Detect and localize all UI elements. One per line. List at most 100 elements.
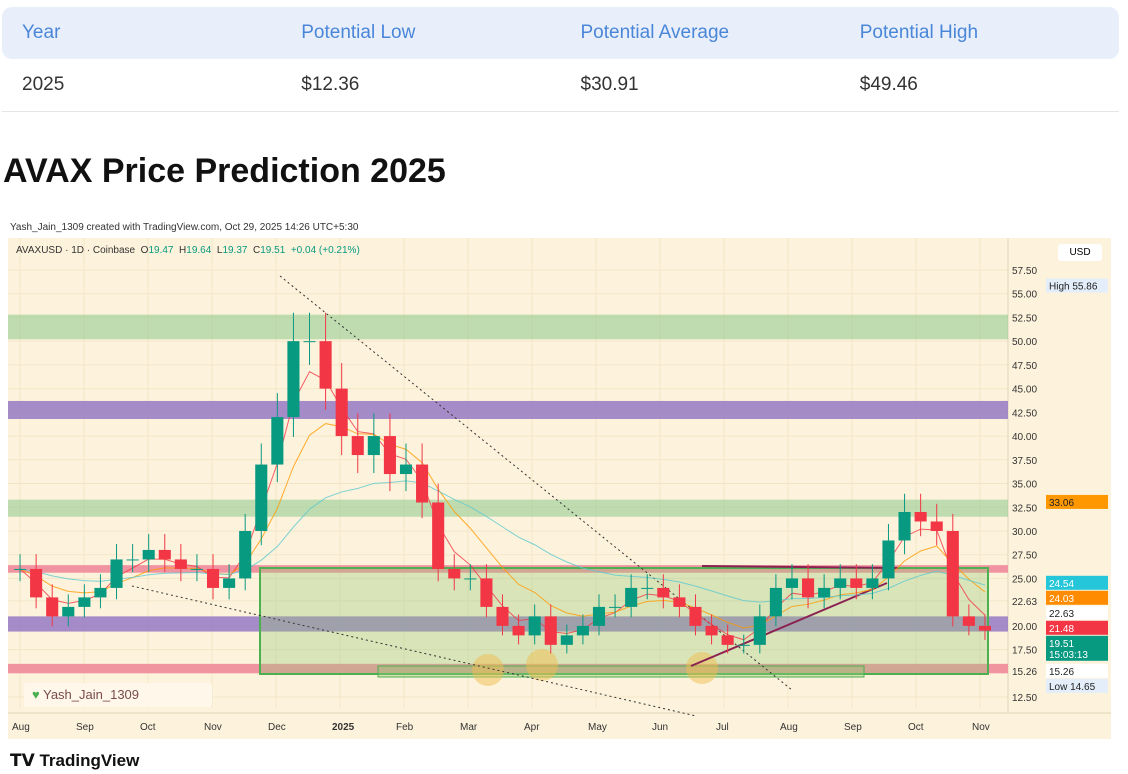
x-tick-label: Oct xyxy=(140,722,156,733)
candle xyxy=(898,511,911,541)
price-label-bg xyxy=(1046,663,1108,678)
candle xyxy=(46,597,59,617)
author-tag: ♥ Yash_Jain_1309 xyxy=(24,683,212,707)
y-tick-label: 50.00 xyxy=(1012,337,1037,348)
y-tick-label: 25.00 xyxy=(1012,574,1037,585)
price-label-value: 14.65 xyxy=(1070,682,1095,693)
candle xyxy=(560,635,573,645)
price-label: 24.03 xyxy=(1049,594,1074,605)
candle xyxy=(94,587,107,598)
candle xyxy=(882,540,895,579)
high: 19.64 xyxy=(186,245,212,256)
candle xyxy=(496,606,509,626)
candle xyxy=(834,578,847,588)
candle xyxy=(512,625,525,636)
x-tick-label: Jul xyxy=(716,722,729,733)
table-row: 2025 $12.36 $30.91 $49.46 xyxy=(2,59,1119,112)
candle xyxy=(367,436,380,456)
x-tick-label: Sep xyxy=(844,722,862,733)
tradingview-logo[interactable]: 𝗧𝗩 TradingView xyxy=(10,751,139,771)
highlight-circle xyxy=(686,652,718,684)
y-tick-label: 37.50 xyxy=(1012,456,1037,467)
candle xyxy=(850,578,863,588)
candle xyxy=(962,616,975,626)
x-tick-label: Nov xyxy=(204,722,222,733)
candle xyxy=(174,559,187,569)
y-tick-label: 42.50 xyxy=(1012,408,1037,419)
price-label-value: 33.06 xyxy=(1049,498,1074,509)
close: 19.51 xyxy=(260,245,286,256)
brand-name: TradingView xyxy=(39,751,140,770)
y-tick-label: 52.50 xyxy=(1012,313,1037,324)
price-label-bg xyxy=(1046,605,1108,620)
price-label-bg xyxy=(1046,620,1108,635)
cell: 2025 xyxy=(22,74,65,95)
zone-purple xyxy=(8,400,1008,419)
currency-button[interactable]: USD xyxy=(1058,244,1102,261)
y-tick-label: 17.50 xyxy=(1012,646,1037,657)
prediction-table: Year Potential Low Potential Average Pot… xyxy=(2,7,1119,112)
countdown-label: 15:03:13 xyxy=(1049,650,1088,661)
x-tick-label: Apr xyxy=(524,722,540,733)
y-tick-label: 45.00 xyxy=(1012,385,1037,396)
y-tick-label: 32.50 xyxy=(1012,503,1037,514)
candle xyxy=(576,625,589,636)
y-tick-label: 20.00 xyxy=(1012,622,1037,633)
candle xyxy=(158,549,171,560)
price-label-value: 24.54 xyxy=(1049,579,1074,590)
candle xyxy=(383,436,396,475)
candle xyxy=(785,578,799,588)
price-label-bg xyxy=(1046,494,1108,509)
price-label: Low 14.65 xyxy=(1049,682,1096,693)
price-label: 24.54 xyxy=(1049,579,1074,590)
candle xyxy=(914,511,927,522)
candle xyxy=(399,464,413,475)
candle xyxy=(255,464,268,531)
candle xyxy=(673,597,686,607)
candle xyxy=(978,625,991,631)
candle xyxy=(721,635,734,645)
heart-icon: ♥ xyxy=(32,687,40,702)
price-label-value: 22.63 xyxy=(1049,609,1074,620)
candle xyxy=(351,436,364,456)
price-label-value: 24.03 xyxy=(1049,594,1074,605)
price-label-bg xyxy=(1046,678,1108,693)
col-low: Potential Low xyxy=(301,22,416,43)
candle xyxy=(30,568,43,598)
x-tick-label: Jun xyxy=(652,722,668,733)
x-tick-label: Mar xyxy=(460,722,478,733)
x-tick-label: 2025 xyxy=(332,722,355,733)
candle xyxy=(769,587,782,617)
candle xyxy=(641,587,654,589)
candle xyxy=(223,578,236,588)
price-label-value: 21.48 xyxy=(1049,624,1074,635)
candle xyxy=(753,616,766,645)
y-tick-label: 40.00 xyxy=(1012,432,1037,443)
price-label-name: Low xyxy=(1049,682,1070,693)
page-title: AVAX Price Prediction 2025 xyxy=(3,152,446,190)
table-header: Year Potential Low Potential Average Pot… xyxy=(2,7,1119,59)
candle xyxy=(544,616,557,645)
zone-pink xyxy=(8,663,1008,674)
candle xyxy=(287,341,300,418)
price-label: 33.06 xyxy=(1049,498,1074,509)
candle xyxy=(126,559,139,561)
price-label: 21.48 xyxy=(1049,624,1074,635)
price-label: 22.63 xyxy=(1049,609,1074,620)
candle xyxy=(335,388,348,437)
candle xyxy=(239,530,252,579)
x-tick-label: Nov xyxy=(972,722,990,733)
price-chart[interactable]: 57.50 55.00 52.50 50.00 47.50 45.00 42.50 40.00… xyxy=(8,238,1111,739)
candle xyxy=(528,616,541,636)
x-tick-label: Dec xyxy=(268,722,286,733)
candle xyxy=(818,587,831,598)
candle xyxy=(480,578,493,607)
candle xyxy=(705,625,718,636)
cell: $30.91 xyxy=(580,74,639,95)
y-tick-label: 47.50 xyxy=(1012,361,1037,372)
candle xyxy=(271,417,284,465)
col-average: Potential Average xyxy=(580,22,730,43)
support-box xyxy=(377,665,865,678)
price-label-value: 19.51 xyxy=(1049,639,1074,650)
highlight-circle xyxy=(472,654,504,686)
